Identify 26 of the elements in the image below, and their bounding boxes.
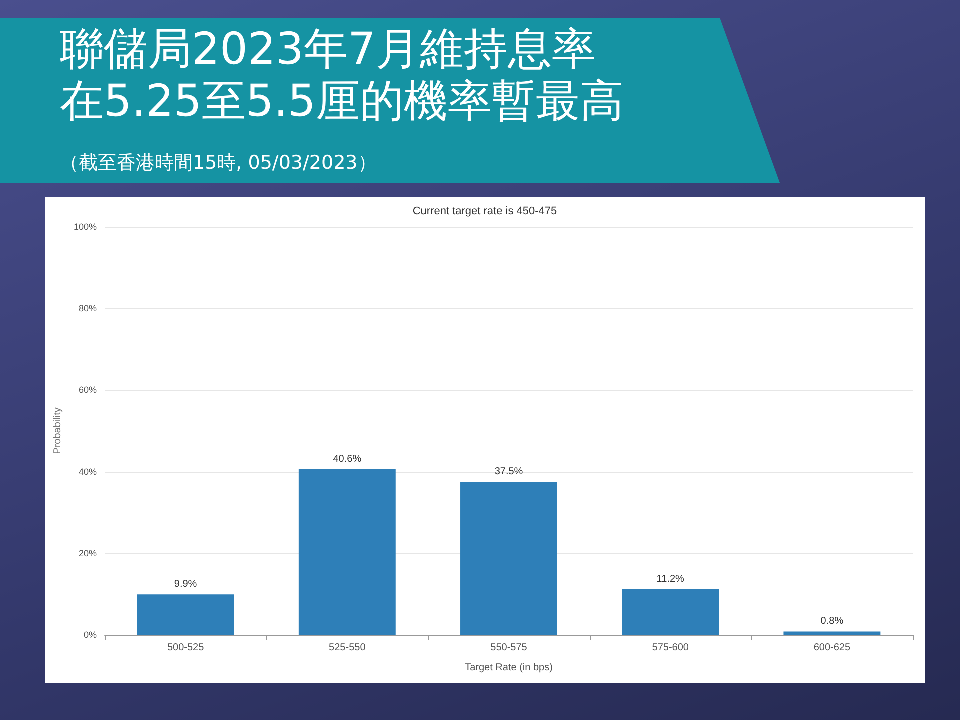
y-tick-label: 40% [78,466,97,477]
bar [622,589,720,635]
data-label: 40.6% [333,454,362,465]
y-tick-label: 0% [84,630,97,640]
y-tick-label: 100% [74,222,97,232]
y-tick-label: 80% [78,304,97,314]
y-tick-label: 20% [78,548,97,558]
x-tick-label: 600-625 [814,642,851,654]
chart-subtitle: Current target rate is 450-475 [412,206,558,218]
bar [784,632,881,635]
x-tick-label: 575-600 [652,642,690,654]
data-label: 0.8% [820,616,844,628]
x-tick-label: 525-550 [329,642,366,654]
x-tick-label: 550-575 [490,642,528,654]
x-axis-title: Target Rate (in bps) [465,662,553,674]
data-label: 11.2% [656,574,685,585]
bar [460,482,558,635]
bar [298,469,396,635]
data-label: 9.9% [174,579,198,590]
bar [137,594,234,635]
data-label: 37.5% [494,466,524,478]
y-tick-label: 60% [78,385,97,396]
chart-title: 聯儲局2023年7月維持息率在5.25至5.5厘的機率暫最高 [60,24,625,128]
text: （截至香港時間15時, 05/03/2023） [60,151,377,176]
y-axis-title: Probability [52,408,64,454]
x-tick-label: 500-525 [167,642,205,654]
